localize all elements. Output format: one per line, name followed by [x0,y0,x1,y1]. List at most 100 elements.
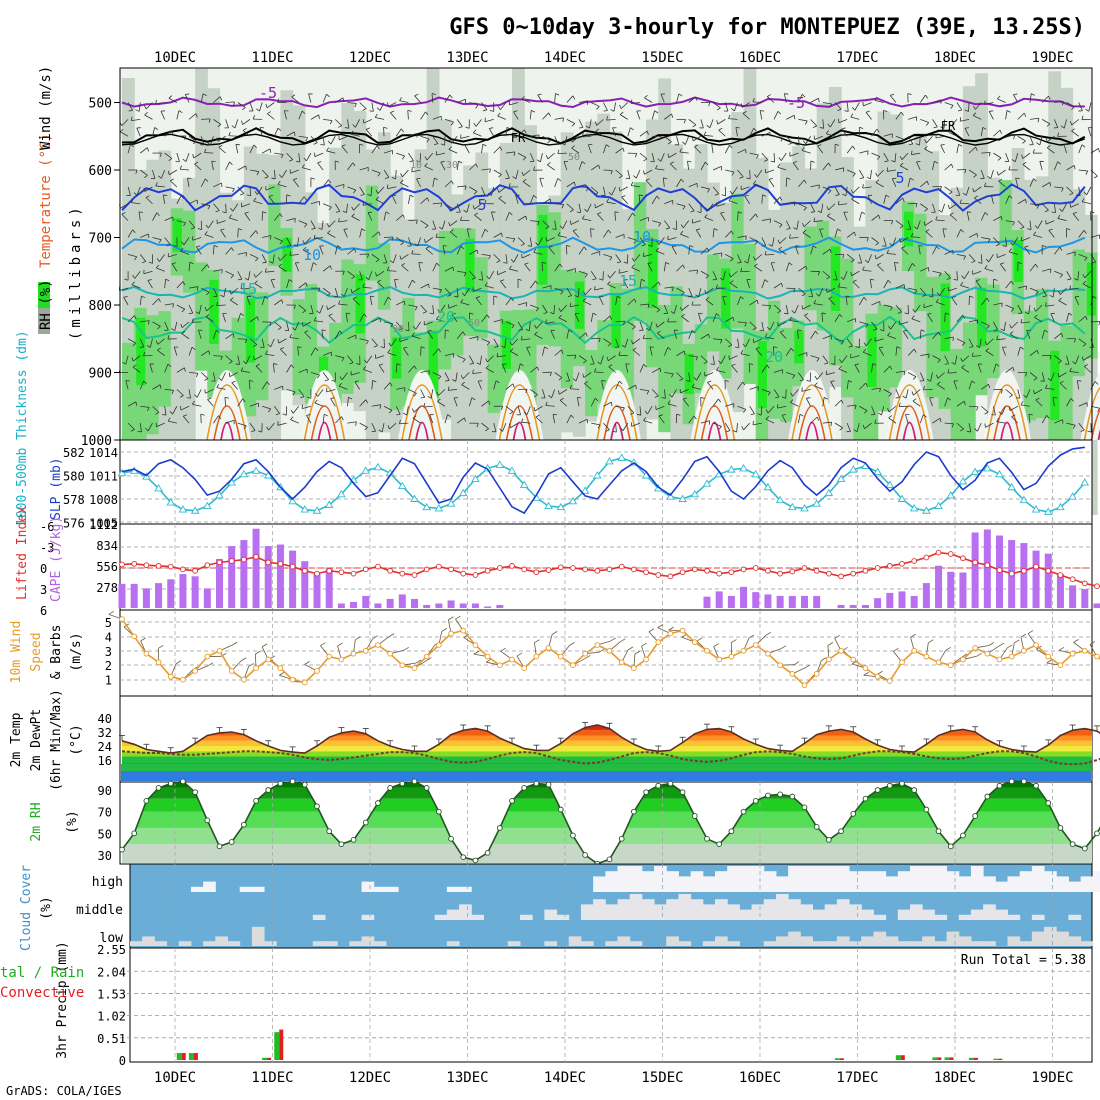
wind-barb-flag [972,112,977,116]
wind-barb-flag [801,94,806,98]
wind-barb-shaft [286,364,292,373]
wind-barb-shaft [1017,135,1026,142]
wind-barb-flag [143,187,146,192]
wind-barb-flag [222,211,227,214]
cape-tick-label: 278 [96,581,118,595]
wind-barb-shaft [941,203,946,213]
wind-barb-flag [824,362,829,365]
wind-barb-flag [841,341,844,345]
wind-barb-shaft [395,363,398,373]
wind-barb-shaft [290,169,299,174]
li-line-marker [582,566,588,573]
wind-barb-shaft [537,237,543,246]
wind-barb-shaft [924,220,933,226]
wind-barb-shaft [679,151,689,154]
wind-barb-shaft [1078,315,1086,323]
barb10m-flag [372,635,378,640]
pbl-plume [398,370,446,440]
wind-barb-flag [351,206,354,211]
li-line-marker [1021,567,1027,574]
wind-barb-flag [240,312,245,317]
wind-barb-flag [816,416,820,421]
wind-barb-shaft [413,405,421,413]
wind-barb-shaft [359,102,367,109]
thickness-line-marker [666,492,675,500]
wind-barb-flag [403,412,407,416]
wind-barb-shaft [213,287,218,297]
wind-barb-shaft [822,119,825,129]
wind-barb-flag [703,131,707,136]
wind-barb-flag [842,254,845,259]
wind-barb-shaft [707,203,714,212]
wind-barb-flag [901,139,905,143]
wind-barb-shaft [298,368,308,373]
wind-barb-shaft [578,161,583,171]
wind-barb-flag [302,240,305,245]
wind-barb-shaft [441,220,446,230]
wind-barb-flag [642,334,645,339]
wind-barb-flag [494,346,499,348]
wind-barb-shaft [826,133,836,137]
ylabel-wind10m-c: & Barbs [49,625,64,680]
wind-barb-shaft [803,220,811,228]
cape-bar [496,604,504,608]
wind-barb-flag [689,245,694,248]
wind-barb-shaft [644,169,653,175]
wind-barb-shaft [632,349,641,356]
wind-barb-shaft [554,93,556,103]
wind-barb-flag [362,201,364,206]
wind-barb-flag [655,323,658,328]
wind-barb-flag [984,265,988,269]
precip-conv-bar [267,1057,272,1060]
rh-green-column [402,297,416,407]
wind-barb-flag [425,111,429,116]
wind-barb-shaft [322,372,329,380]
wind-barb-flag [293,305,296,310]
precip-total-bar [932,1057,938,1060]
thickness-line-marker [897,494,907,502]
wind-barb-flag [300,396,305,399]
wind-barb-flag [326,223,330,228]
wind-barb-shaft [444,94,451,103]
wind-barb-shaft [164,216,174,221]
wind-barb-shaft [402,169,409,178]
rh-line-marker [472,857,479,864]
wind-barb-shaft [1041,203,1049,211]
wind-barb-shaft [493,380,497,390]
wind-barb-shaft [615,320,625,323]
wind-barb-flag [799,413,804,417]
wind-barb-flag [1023,112,1027,117]
barb10m-flag [207,662,214,667]
cape-bar [350,601,358,608]
wind-barb-flag [883,109,888,112]
rh-bright-column [392,337,402,379]
cloud-block [264,941,277,946]
barb10m-flag [821,657,827,661]
wind-barb-shaft [845,296,848,306]
wind-barb-shaft [444,414,448,424]
wind-barb-shaft [468,355,475,364]
wind-barb-shaft [755,348,763,356]
wind-barb-shaft [395,406,401,415]
barb10m-flag [648,628,655,633]
wind-barb-flag [973,174,977,178]
wind-barb-flag [896,346,901,349]
wind-barb-flag [182,281,186,286]
wind-barb-shaft [218,146,226,154]
wind-barb-flag [1002,245,1007,247]
wind-barb-shaft [314,237,324,240]
thickness-line-marker [178,505,188,513]
wind-barb-shaft [953,380,958,390]
cloud-block [568,936,582,946]
wind-barb-flag [852,279,857,283]
wind-barb-flag [135,169,138,174]
wind-barb-shaft [383,254,388,264]
wind-barb-flag [550,311,555,315]
wind-barb-shaft [862,269,872,272]
wind-barb-flag [436,315,440,320]
wind-barb-flag [559,263,563,268]
wind-tick-label: 4 [105,630,112,644]
wind-barb-flag [1059,274,1063,278]
wind-barb-flag [399,255,402,260]
wind-speed-line-marker [801,682,808,689]
